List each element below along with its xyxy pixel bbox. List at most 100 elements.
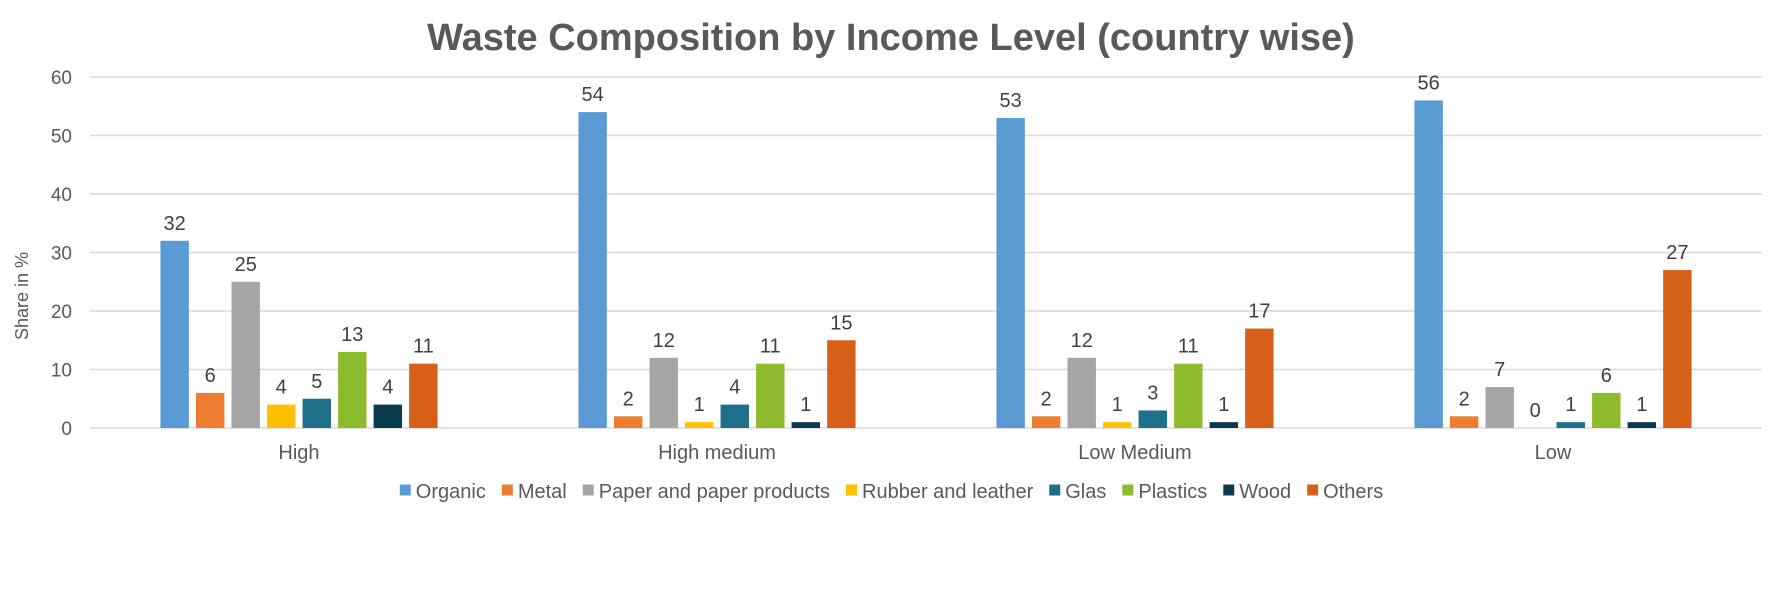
y-tick-label: 50 [51,127,72,148]
data-label: 27 [1666,242,1688,264]
bar [195,392,225,428]
legend-label: Organic [416,481,486,503]
legend-swatch [1307,484,1319,496]
x-tick-label: Low [1535,442,1572,464]
legend-label: Wood [1239,481,1291,503]
data-label: 11 [413,336,434,358]
data-label: 13 [341,324,363,346]
data-label: 17 [1248,301,1270,323]
bar [1592,392,1621,428]
data-label: 11 [760,336,781,358]
bar [1067,357,1096,428]
bar [1245,328,1274,428]
legend-swatch [1049,484,1061,496]
data-label: 15 [830,312,852,334]
legend-item: Rubber and leather [846,481,1034,503]
y-axis-label: Share in % [12,252,32,340]
gridlines [90,76,1762,429]
x-tick-label: High medium [658,442,776,464]
bar [720,404,749,428]
legend-label: Paper and paper products [599,481,830,503]
legend-label: Rubber and leather [862,481,1034,503]
legend-item: Metal [501,481,567,503]
bar [373,404,403,428]
data-label: 1 [800,394,811,416]
legend-item: Organic [399,481,486,503]
data-label: 12 [653,330,675,352]
bar [302,398,331,428]
data-label: 0 [1530,400,1541,422]
data-label: 1 [1218,394,1229,416]
legend-label: Glas [1065,481,1106,503]
data-label: 1 [1636,394,1647,416]
data-label: 1 [1565,394,1576,416]
bar [1627,422,1657,428]
data-label: 25 [235,254,257,276]
legend-swatch [1223,484,1235,496]
x-axis-ticks: High High medium Low Medium Low [278,442,1571,464]
bar [996,117,1025,428]
legend-label: Others [1323,481,1383,503]
data-label: 54 [582,84,604,106]
bar [1209,422,1239,428]
bar [1138,410,1167,428]
y-tick-label: 10 [51,361,72,382]
bar [649,357,678,428]
bar [160,240,189,428]
legend-swatch [501,484,513,496]
bar [1031,416,1061,428]
bar [791,422,821,428]
bar [613,416,643,428]
bar [1663,270,1692,428]
data-label: 7 [1494,359,1505,381]
y-tick-label: 30 [51,244,72,265]
y-tick-label: 20 [51,302,72,323]
bar [267,404,296,428]
legend-item: Wood [1223,481,1291,503]
x-tick-label: High [278,442,319,464]
y-axis-ticks: 0 10 20 30 40 50 60 [51,68,72,440]
data-label: 5 [311,371,322,393]
data-label: 11 [1178,336,1199,358]
legend-label: Metal [518,481,567,503]
data-label: 2 [1041,388,1052,410]
legend-item: Plastics [1122,481,1207,503]
data-label: 56 [1418,72,1440,94]
bar [231,281,260,428]
bar [756,363,785,428]
bar [1414,100,1443,429]
data-label: 4 [276,377,287,399]
legend-swatch [582,484,594,496]
chart-title: Waste Composition by Income Level (count… [427,17,1355,59]
y-tick-label: 60 [51,68,72,89]
bar [1485,387,1514,428]
data-label: 1 [1112,394,1123,416]
bar [409,363,438,428]
legend-item: Glas [1049,481,1106,503]
data-label: 53 [1000,90,1022,112]
bar [1449,416,1479,428]
data-label: 32 [164,213,186,235]
data-label: 2 [1459,388,1470,410]
legend-swatch [399,484,411,496]
bar [338,351,367,428]
bar [685,422,714,428]
bars [160,100,1692,429]
bar [1103,422,1132,428]
data-label: 12 [1071,330,1093,352]
legend-item: Paper and paper products [582,481,830,503]
data-label: 3 [1147,382,1158,404]
legend-item: Others [1307,481,1383,503]
data-label: 4 [382,377,393,399]
data-label: 1 [694,394,705,416]
data-label: 6 [1601,365,1612,387]
legend-swatch [1122,484,1134,496]
bar [578,112,607,428]
bar [1556,422,1585,428]
y-tick-label: 40 [51,185,72,206]
legend-label: Plastics [1138,481,1207,503]
bar [1174,363,1203,428]
